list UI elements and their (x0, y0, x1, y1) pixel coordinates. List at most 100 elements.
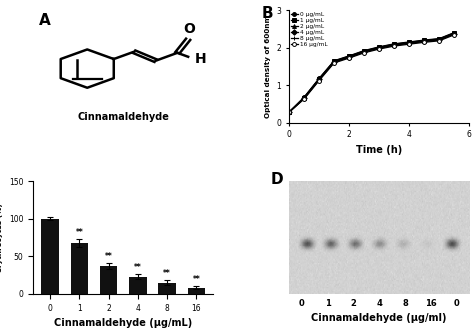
4 μg/mL (286, 110, 292, 114)
X-axis label: Cinnamaldehyde (μg/ml): Cinnamaldehyde (μg/ml) (311, 313, 447, 323)
4 μg/mL (376, 46, 382, 50)
1 μg/mL (286, 110, 292, 114)
16 μg/mL (301, 97, 307, 101)
Bar (188, 288, 205, 294)
0 μg/mL (301, 95, 307, 99)
1 μg/mL (437, 37, 442, 41)
Line: 1 μg/mL: 1 μg/mL (287, 31, 456, 114)
16 μg/mL (331, 61, 337, 65)
0 μg/mL (346, 54, 352, 58)
2 μg/mL (406, 41, 412, 45)
Text: B: B (262, 6, 273, 20)
16 μg/mL (437, 39, 442, 43)
4 μg/mL (406, 41, 412, 45)
X-axis label: Time (h): Time (h) (356, 145, 402, 155)
1 μg/mL (331, 59, 337, 63)
4 μg/mL (316, 77, 322, 81)
Bar (41, 219, 59, 294)
Text: **: ** (134, 263, 142, 272)
Text: **: ** (105, 252, 112, 261)
Line: 16 μg/mL: 16 μg/mL (287, 33, 456, 114)
1 μg/mL (316, 77, 322, 81)
16 μg/mL (361, 51, 367, 55)
4 μg/mL (437, 38, 442, 42)
8 μg/mL (301, 97, 307, 101)
2 μg/mL (437, 37, 442, 41)
2 μg/mL (346, 54, 352, 58)
0 μg/mL (316, 76, 322, 80)
4 μg/mL (392, 43, 397, 47)
Line: 2 μg/mL: 2 μg/mL (287, 31, 456, 114)
8 μg/mL (421, 39, 427, 43)
2 μg/mL (361, 49, 367, 53)
Line: 8 μg/mL: 8 μg/mL (287, 32, 456, 114)
16 μg/mL (376, 47, 382, 51)
1 μg/mL (301, 96, 307, 100)
8 μg/mL (392, 43, 397, 47)
0 μg/mL (286, 110, 292, 114)
8 μg/mL (437, 38, 442, 42)
0 μg/mL (331, 59, 337, 63)
2 μg/mL (331, 59, 337, 63)
8 μg/mL (406, 41, 412, 45)
4 μg/mL (301, 96, 307, 100)
0 μg/mL (421, 38, 427, 42)
0 μg/mL (406, 40, 412, 44)
16 μg/mL (316, 78, 322, 82)
2 μg/mL (392, 42, 397, 46)
16 μg/mL (346, 56, 352, 60)
1 μg/mL (361, 49, 367, 53)
1 μg/mL (451, 31, 457, 35)
4 μg/mL (451, 32, 457, 36)
8 μg/mL (316, 78, 322, 82)
16 μg/mL (286, 110, 292, 114)
Text: **: ** (75, 228, 83, 237)
16 μg/mL (406, 42, 412, 46)
8 μg/mL (451, 32, 457, 36)
Legend: 0 μg/mL, 1 μg/mL, 2 μg/mL, 4 μg/mL, 8 μg/mL, 16 μg/mL: 0 μg/mL, 1 μg/mL, 2 μg/mL, 4 μg/mL, 8 μg… (291, 12, 327, 47)
8 μg/mL (331, 60, 337, 64)
2 μg/mL (316, 77, 322, 81)
Text: **: ** (163, 269, 171, 278)
Line: 0 μg/mL: 0 μg/mL (287, 31, 456, 114)
Bar (158, 283, 176, 294)
1 μg/mL (346, 54, 352, 58)
2 μg/mL (301, 96, 307, 100)
2 μg/mL (451, 31, 457, 35)
Bar (100, 266, 118, 294)
Line: 4 μg/mL: 4 μg/mL (287, 32, 456, 114)
Text: Cinnamaldehyde: Cinnamaldehyde (77, 112, 169, 122)
4 μg/mL (361, 50, 367, 54)
0 μg/mL (451, 30, 457, 34)
1 μg/mL (421, 38, 427, 42)
Text: O: O (183, 22, 195, 36)
Text: D: D (271, 172, 283, 187)
Text: H: H (194, 52, 206, 66)
Y-axis label: Hemolysis of sheep
erythrocytes (%): Hemolysis of sheep erythrocytes (%) (0, 198, 3, 278)
Bar (129, 277, 146, 294)
Y-axis label: Optical density of 600nm: Optical density of 600nm (265, 15, 271, 118)
0 μg/mL (361, 48, 367, 52)
2 μg/mL (421, 39, 427, 43)
X-axis label: Cinnamaldehyde (μg/mL): Cinnamaldehyde (μg/mL) (54, 318, 192, 328)
4 μg/mL (346, 55, 352, 59)
Text: **: ** (192, 275, 201, 284)
1 μg/mL (376, 45, 382, 49)
16 μg/mL (421, 40, 427, 44)
4 μg/mL (421, 39, 427, 43)
1 μg/mL (406, 40, 412, 44)
2 μg/mL (376, 45, 382, 49)
8 μg/mL (286, 110, 292, 114)
8 μg/mL (361, 50, 367, 54)
1 μg/mL (392, 42, 397, 46)
4 μg/mL (331, 60, 337, 64)
2 μg/mL (286, 110, 292, 114)
Bar (71, 243, 88, 294)
0 μg/mL (437, 36, 442, 40)
8 μg/mL (346, 55, 352, 59)
Text: A: A (38, 13, 50, 28)
16 μg/mL (392, 44, 397, 48)
16 μg/mL (451, 33, 457, 37)
0 μg/mL (376, 45, 382, 49)
8 μg/mL (376, 46, 382, 50)
